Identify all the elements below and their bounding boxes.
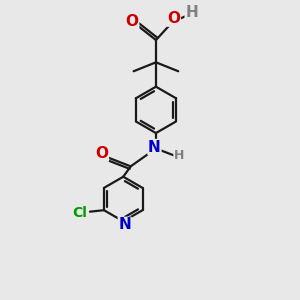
Text: Cl: Cl — [72, 206, 87, 220]
Text: N: N — [148, 140, 161, 154]
Text: H: H — [174, 149, 184, 162]
Text: O: O — [126, 14, 139, 29]
Text: H: H — [185, 5, 198, 20]
Text: O: O — [167, 11, 180, 26]
Text: N: N — [118, 218, 131, 232]
Text: O: O — [95, 146, 108, 161]
